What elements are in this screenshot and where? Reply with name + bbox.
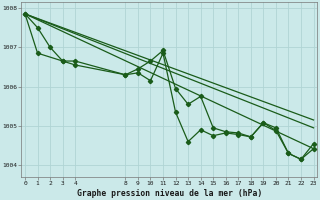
X-axis label: Graphe pression niveau de la mer (hPa): Graphe pression niveau de la mer (hPa) — [77, 189, 262, 198]
